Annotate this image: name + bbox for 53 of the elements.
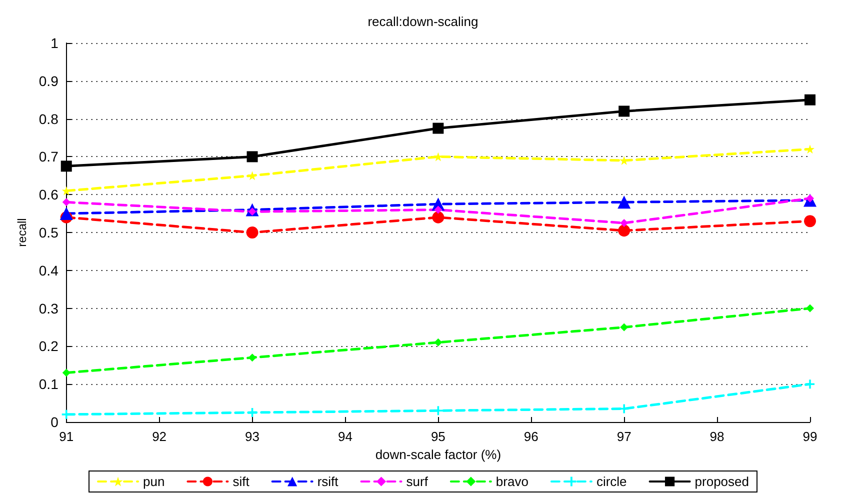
point (246, 151, 258, 162)
point (618, 224, 630, 237)
point (62, 368, 70, 377)
legend-label: circle (596, 474, 627, 489)
y-tick-label: 0 (50, 414, 59, 430)
x-tick-label: 98 (710, 429, 724, 444)
x-tick-label: 96 (524, 429, 538, 444)
y-tick-label: 1 (50, 35, 59, 51)
legend-label: proposed (694, 474, 749, 489)
x-tick-label: 97 (616, 429, 632, 444)
y-tick-label: 0.5 (38, 224, 59, 240)
legend-label: surf (406, 474, 428, 489)
point (434, 338, 442, 346)
point (806, 380, 814, 389)
point (620, 323, 628, 332)
x-tick-label: 92 (152, 429, 167, 444)
x-axis-title: down-scale factor (%) (375, 446, 502, 462)
point (432, 122, 444, 134)
legend-label: bravo (496, 474, 528, 489)
x-tick-label: 95 (430, 429, 446, 444)
point (432, 211, 444, 224)
chart-title: recall:down-scaling (368, 14, 478, 29)
legend-label: sift (232, 474, 250, 489)
x-tick-label: 93 (245, 429, 260, 444)
x-tick-label: 94 (338, 429, 352, 444)
y-tick-label: 0.1 (38, 376, 59, 392)
y-tick-label: 0.2 (38, 338, 59, 354)
point (248, 171, 257, 180)
legend-label: rsift (317, 474, 339, 489)
point (248, 354, 256, 362)
y-tick-label: 0.6 (38, 186, 59, 203)
point (246, 226, 258, 238)
x-tick-label: 99 (802, 429, 818, 444)
point (60, 207, 73, 220)
y-axis-title: recall (15, 218, 29, 247)
point (804, 215, 816, 228)
point (806, 304, 814, 312)
point (434, 206, 442, 214)
point (618, 196, 631, 209)
y-tick-label: 0.4 (38, 262, 59, 278)
y-tick-label: 0.9 (38, 72, 59, 89)
point (620, 404, 629, 414)
x-tick-label: 91 (59, 429, 74, 444)
y-tick-label: 0.8 (38, 110, 59, 127)
point (60, 160, 72, 172)
legend-label: pun (143, 474, 165, 489)
y-tick-label: 0.3 (38, 300, 59, 316)
point (806, 144, 814, 154)
point (620, 219, 628, 228)
point (804, 94, 816, 106)
y-tick-label: 0.7 (38, 148, 59, 165)
point (618, 106, 630, 117)
point (62, 198, 70, 206)
